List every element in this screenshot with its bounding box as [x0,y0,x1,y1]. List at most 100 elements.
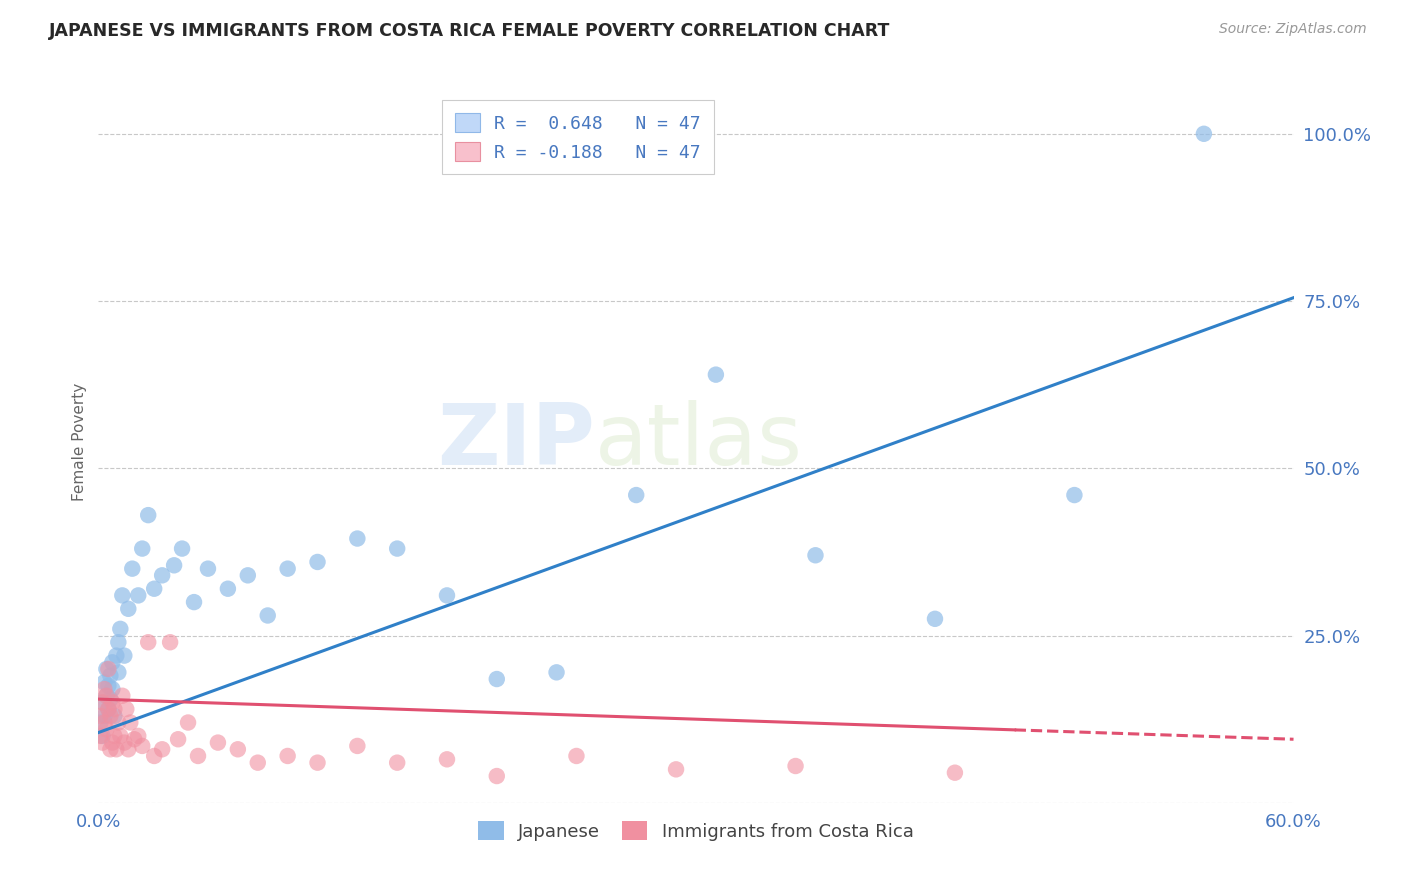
Point [485,769,508,783]
Point [120,715,142,730]
Point [91,696,114,710]
Point [226,742,249,756]
Point [385,756,409,770]
Point [177,715,200,730]
Point [91,729,114,743]
Point [256,608,278,623]
Text: atlas: atlas [595,400,803,483]
Point [98,669,122,683]
Point [96,689,118,703]
Text: ZIP: ZIP [437,400,595,483]
Point [91,735,114,749]
Point [97,662,120,676]
Point [103,708,125,723]
Text: Source: ZipAtlas.com: Source: ZipAtlas.com [1219,22,1367,37]
Point [97,702,120,716]
Point [150,742,173,756]
Point [127,729,149,743]
Point [115,702,138,716]
Point [98,742,122,756]
Point [163,558,186,573]
Point [159,635,181,649]
Point [136,635,159,649]
Point [246,756,269,770]
Point [277,562,299,576]
Point [150,568,173,582]
Point [107,635,129,649]
Point [385,541,409,556]
Point [943,765,966,780]
Legend: Japanese, Immigrants from Costa Rica: Japanese, Immigrants from Costa Rica [471,814,921,848]
Point [167,732,190,747]
Point [96,723,118,737]
Point [236,568,259,582]
Point [93,675,115,690]
Point [89,715,111,730]
Point [111,589,134,603]
Point [704,368,727,382]
Point [207,735,229,749]
Point [101,681,124,696]
Point [307,756,329,770]
Point [136,508,159,523]
Point [124,732,146,747]
Point [96,689,118,703]
Point [98,692,122,706]
Point [277,749,299,764]
Point [93,681,115,696]
Point [110,729,132,743]
Point [1192,127,1215,141]
Point [546,665,568,680]
Point [110,622,132,636]
Point [346,739,368,753]
Point [91,696,114,710]
Point [89,708,111,723]
Point [93,708,115,723]
Point [197,562,219,576]
Point [107,665,129,680]
Point [117,602,139,616]
Point [131,541,153,556]
Point [97,679,120,693]
Point [93,715,115,730]
Point [307,555,329,569]
Point [217,582,239,596]
Point [436,589,458,603]
Point [105,742,128,756]
Point [117,742,139,756]
Point [127,589,149,603]
Point [103,702,125,716]
Text: JAPANESE VS IMMIGRANTS FROM COSTA RICA FEMALE POVERTY CORRELATION CHART: JAPANESE VS IMMIGRANTS FROM COSTA RICA F… [49,22,890,40]
Point [565,749,588,764]
Point [111,689,134,703]
Point [131,739,153,753]
Point [485,672,508,686]
Point [626,488,648,502]
Point [107,715,129,730]
Point [121,562,143,576]
Point [346,532,368,546]
Point [98,708,122,723]
Point [101,696,124,710]
Point [183,595,205,609]
Point [1063,488,1085,502]
Point [96,662,118,676]
Point [187,749,209,764]
Point [143,582,166,596]
Point [89,729,111,743]
Point [103,729,125,743]
Point [101,655,124,669]
Point [924,612,946,626]
Point [112,735,135,749]
Point [105,648,128,663]
Point [143,749,166,764]
Point [665,762,688,776]
Y-axis label: Female Poverty: Female Poverty [72,383,87,500]
Point [101,735,124,749]
Point [436,752,458,766]
Point [97,702,120,716]
Point [785,759,807,773]
Point [112,648,135,663]
Point [804,548,827,563]
Point [172,541,194,556]
